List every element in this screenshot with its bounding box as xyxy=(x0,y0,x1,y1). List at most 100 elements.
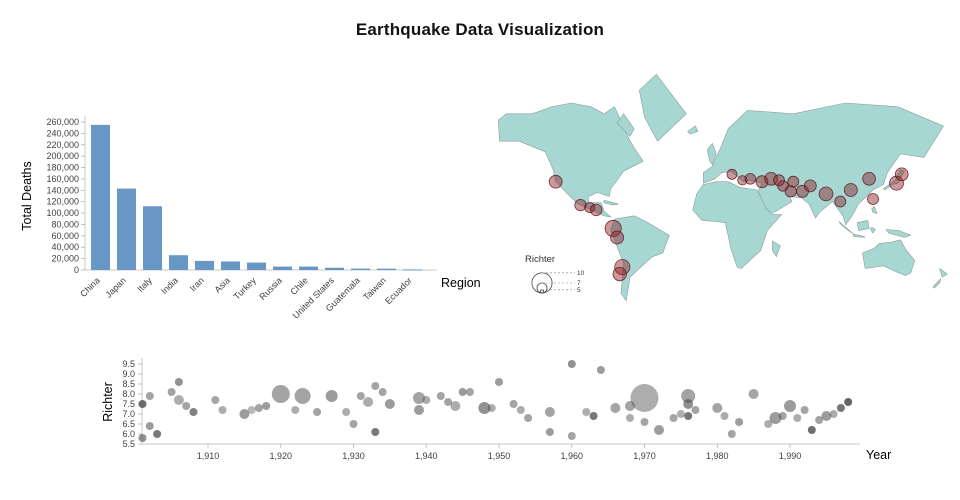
scatter-point xyxy=(414,405,424,415)
earthquake-markers-layer xyxy=(548,167,909,282)
bar xyxy=(195,260,214,270)
earthquake-marker xyxy=(787,175,800,188)
scatter-point xyxy=(516,406,525,414)
scatter-y-tick-label: 7.5 xyxy=(122,399,135,409)
earthquake-marker xyxy=(843,183,858,197)
scatter-point xyxy=(626,414,634,422)
scatter-point xyxy=(509,400,518,408)
earthquake-marker xyxy=(867,193,879,205)
scatter-point xyxy=(247,406,256,414)
bar-x-tick-label: Ecuador xyxy=(383,275,414,306)
world-map: Richter 57 10 xyxy=(498,74,948,301)
legend-size-circle xyxy=(536,282,548,294)
scatter-point xyxy=(182,402,191,410)
legend-value-label: 7 xyxy=(577,280,581,287)
landmass-sumatra xyxy=(838,221,854,235)
earthquake-marker xyxy=(818,186,834,202)
earthquake-marker xyxy=(834,195,847,208)
landmass-new-zealand-south xyxy=(932,278,942,289)
bar-y-tick-label: 180,000 xyxy=(46,163,79,173)
landmass-new-zealand-north xyxy=(939,268,948,278)
landmass-cuba xyxy=(603,200,619,206)
earthquake-marker xyxy=(862,172,876,186)
scatter-point xyxy=(793,414,802,422)
scatter-point xyxy=(174,378,183,386)
map-size-legend: Richter 57 10 xyxy=(525,254,585,294)
scatter-point xyxy=(684,412,693,420)
scatter-point xyxy=(262,402,271,410)
scatter-point xyxy=(676,410,685,418)
landmass-baffin-island xyxy=(616,113,635,137)
landmass-philippines xyxy=(871,206,878,214)
scatter-point xyxy=(524,414,533,422)
scatter-point xyxy=(145,392,154,400)
landmass-united-kingdom xyxy=(706,143,717,165)
scatter-point xyxy=(720,412,729,420)
continents-layer xyxy=(498,74,948,301)
scatter-point xyxy=(625,401,635,411)
bar-y-tick-label: 100,000 xyxy=(46,208,79,218)
landmass-south-america xyxy=(610,215,670,301)
bar xyxy=(169,255,188,270)
bar xyxy=(351,268,370,270)
scatter-point xyxy=(764,420,773,428)
earthquake-marker xyxy=(889,175,904,191)
earthquake-marker xyxy=(764,172,778,186)
scatter-point xyxy=(769,412,782,424)
scatter-point xyxy=(239,409,250,419)
landmass-sulawesi xyxy=(870,226,876,234)
bar xyxy=(247,262,266,270)
scatter-point xyxy=(444,398,453,406)
landmass-madagascar xyxy=(772,240,781,257)
bar-y-tick-label: 40,000 xyxy=(51,242,79,252)
bar xyxy=(117,188,136,270)
earthquake-marker xyxy=(726,168,738,180)
bar-y-tick-label: 0 xyxy=(74,265,79,275)
scatter-y-tick-label: 9.0 xyxy=(122,369,135,379)
scatter-point xyxy=(271,385,290,403)
legend-value-label: 10 xyxy=(577,270,585,277)
scatter-y-tick-label: 9.5 xyxy=(122,359,135,369)
landmass-borneo xyxy=(857,220,870,231)
bar-y-tick-label: 220,000 xyxy=(46,140,79,150)
bar-y-tick-label: 60,000 xyxy=(51,231,79,241)
bar-x-tick-label: Russia xyxy=(257,275,284,302)
scatter-point xyxy=(167,388,176,396)
bar-x-tick-label: China xyxy=(78,275,102,299)
bar xyxy=(299,266,318,270)
scatter-point xyxy=(218,406,227,414)
scatter-point xyxy=(478,402,491,414)
scatter-point xyxy=(748,389,759,399)
scatter-point xyxy=(138,400,147,408)
scatter-point xyxy=(363,397,374,407)
earthquake-marker xyxy=(773,174,785,187)
scatter-point xyxy=(371,428,380,436)
scatter-point xyxy=(784,400,796,412)
scatter-x-tick-label: 1,950 xyxy=(488,451,511,461)
scatter-y-tick-label: 7.0 xyxy=(122,409,135,419)
earthquake-marker xyxy=(548,174,563,189)
scatter-point xyxy=(727,430,736,438)
scatter-point xyxy=(450,401,461,411)
scatter-point xyxy=(211,396,220,404)
scatter-plot: 1,910 1,920 1,930 1,940 1,950 1,960 1,970 1,980… xyxy=(101,358,891,462)
scatter-point xyxy=(342,408,351,416)
bar xyxy=(377,268,396,270)
scatter-y-tick-label: 6.0 xyxy=(122,429,135,439)
scatter-point xyxy=(640,418,649,426)
scatter-point xyxy=(691,406,700,414)
landmass-africa xyxy=(692,181,782,269)
landmass-java xyxy=(853,233,866,238)
bar-x-tick-label: Iran xyxy=(188,275,206,293)
earthquake-marker xyxy=(614,259,631,276)
scatter-point xyxy=(422,396,431,404)
scatter-point xyxy=(630,384,659,412)
landmass-iceland xyxy=(687,125,699,135)
earthquake-marker xyxy=(803,179,817,193)
scatter-point xyxy=(384,399,395,409)
scatter-point xyxy=(294,388,311,404)
scatter-point xyxy=(254,404,263,412)
scatter-x-tick-label: 1,990 xyxy=(779,451,802,461)
scatter-point xyxy=(313,408,322,416)
